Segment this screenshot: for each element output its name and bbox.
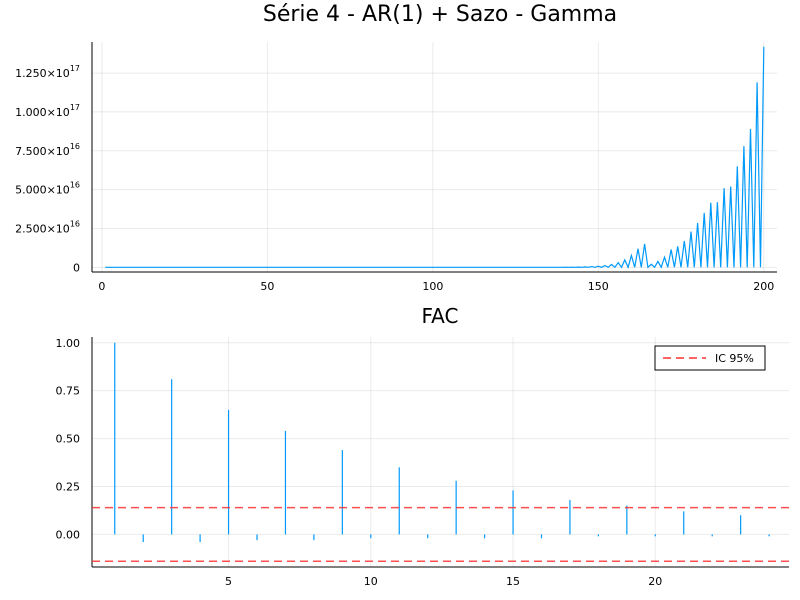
series-line [105,46,765,270]
legend-box [654,345,766,371]
x-tick-label: 50 [260,280,274,293]
x-tick-label: 100 [422,280,443,293]
acf-chart: FAC 5 10 15 20 0.00 0.25 0.50 0.75 1.00 IC 95% [56,304,789,588]
y-tick-label: 1.00 [56,337,81,350]
y-tick-label: 0.75 [56,385,81,398]
y-tick-label: 0 [73,261,80,274]
acf-chart-bars [114,342,770,543]
y-tick-label: 0.25 [56,481,81,494]
y-tick-label: 1.250×1017 [15,64,80,80]
x-tick-label: 10 [364,575,378,588]
acf-chart-title: FAC [422,304,459,328]
y-tick-label: 7.500×1016 [15,142,80,158]
y-tick-label: 5.000×1016 [15,181,80,197]
series-chart-lines [105,46,765,270]
x-tick-label: 15 [506,575,520,588]
series-chart-axes [91,42,777,273]
x-tick-label: 150 [588,280,609,293]
acf-chart-grid [92,337,789,567]
x-tick-label: 0 [98,280,105,293]
acf-chart-y-ticks: 0.00 0.25 0.50 0.75 1.00 [56,337,81,542]
acf-chart-legend: IC 95% [654,345,766,371]
y-tick-label: 0.00 [56,528,81,541]
acf-chart-x-ticks: 5 10 15 20 [225,575,662,588]
y-tick-label: 2.500×1016 [15,219,80,235]
series-chart-grid [92,42,777,272]
legend-ci-label: IC 95% [715,352,754,365]
x-tick-label: 5 [225,575,232,588]
y-tick-label: 0.50 [56,433,81,446]
y-tick-label: 1.000×1017 [15,103,80,119]
series-chart-y-ticks: 0 2.500×1016 5.000×1016 7.500×1016 1.000×101… [15,64,80,274]
series-chart: Série 4 - AR(1) + Sazo - Gamma 0 50 100 150… [15,2,777,293]
series-chart-title: Série 4 - AR(1) + Sazo - Gamma [263,2,617,27]
x-tick-label: 20 [648,575,662,588]
series-chart-x-ticks: 0 50 100 150 200 [98,280,774,293]
acf-chart-axes [91,337,789,568]
x-tick-label: 200 [753,280,774,293]
